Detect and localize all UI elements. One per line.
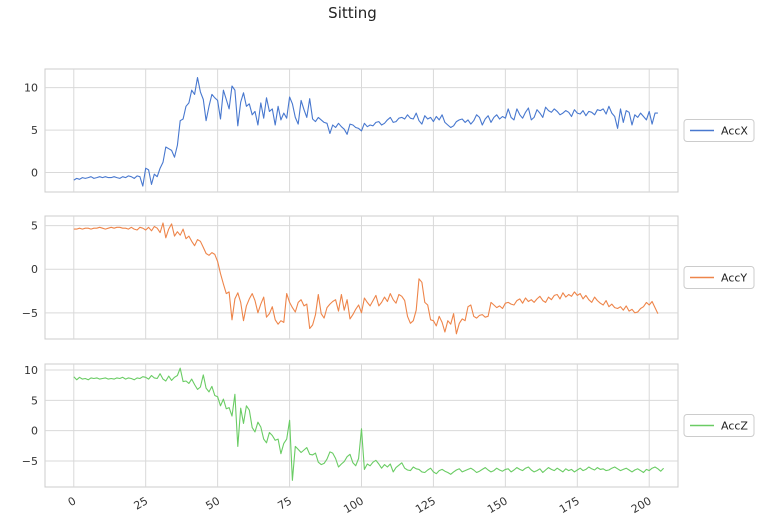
legend: AccZ: [683, 414, 755, 437]
x-tick-label: 75: [275, 494, 294, 512]
legend-box: [683, 119, 755, 142]
legend-box: [683, 266, 755, 289]
x-tick-label: 175: [557, 494, 582, 516]
figure-title: Sitting: [328, 4, 377, 22]
x-tick-label: 200: [629, 494, 654, 516]
y-tick-label: 0: [31, 166, 38, 179]
x-tick-label: 0: [66, 494, 79, 509]
legend-label: AccX: [721, 125, 748, 138]
x-tick-label: 150: [485, 494, 510, 516]
x-tick-label: 25: [132, 494, 151, 512]
y-tick-label: 10: [24, 82, 38, 95]
legend-label: AccZ: [721, 420, 748, 433]
y-tick-label: 0: [31, 425, 38, 438]
legend: AccY: [683, 266, 755, 289]
y-tick-label: 5: [31, 394, 38, 407]
y-tick-label: 0: [31, 263, 38, 276]
accy-panel: −5 0 5 AccY: [22, 215, 755, 340]
x-tick-label: 100: [341, 494, 366, 516]
y-tick-label: 10: [24, 364, 38, 377]
y-tick-label: −5: [22, 455, 38, 468]
series-line-accz: [73, 367, 664, 481]
x-tick-label: 50: [204, 494, 223, 512]
accz-panel: −5 0 5 10 AccZ: [22, 363, 755, 488]
x-tick-label: 125: [413, 494, 438, 516]
series-line-accx: [73, 76, 658, 187]
y-tick-label: 5: [31, 220, 38, 233]
legend-label: AccY: [721, 272, 747, 285]
legend-box: [683, 414, 755, 437]
legend: AccX: [683, 119, 755, 142]
y-tick-label: 5: [31, 124, 38, 137]
series-line-accy: [73, 222, 659, 335]
x-axis: 0 25 50 75 100 125 150 175 200: [66, 494, 654, 516]
accx-panel: 0 5 10 AccX: [24, 68, 755, 193]
y-tick-label: −5: [22, 307, 38, 320]
